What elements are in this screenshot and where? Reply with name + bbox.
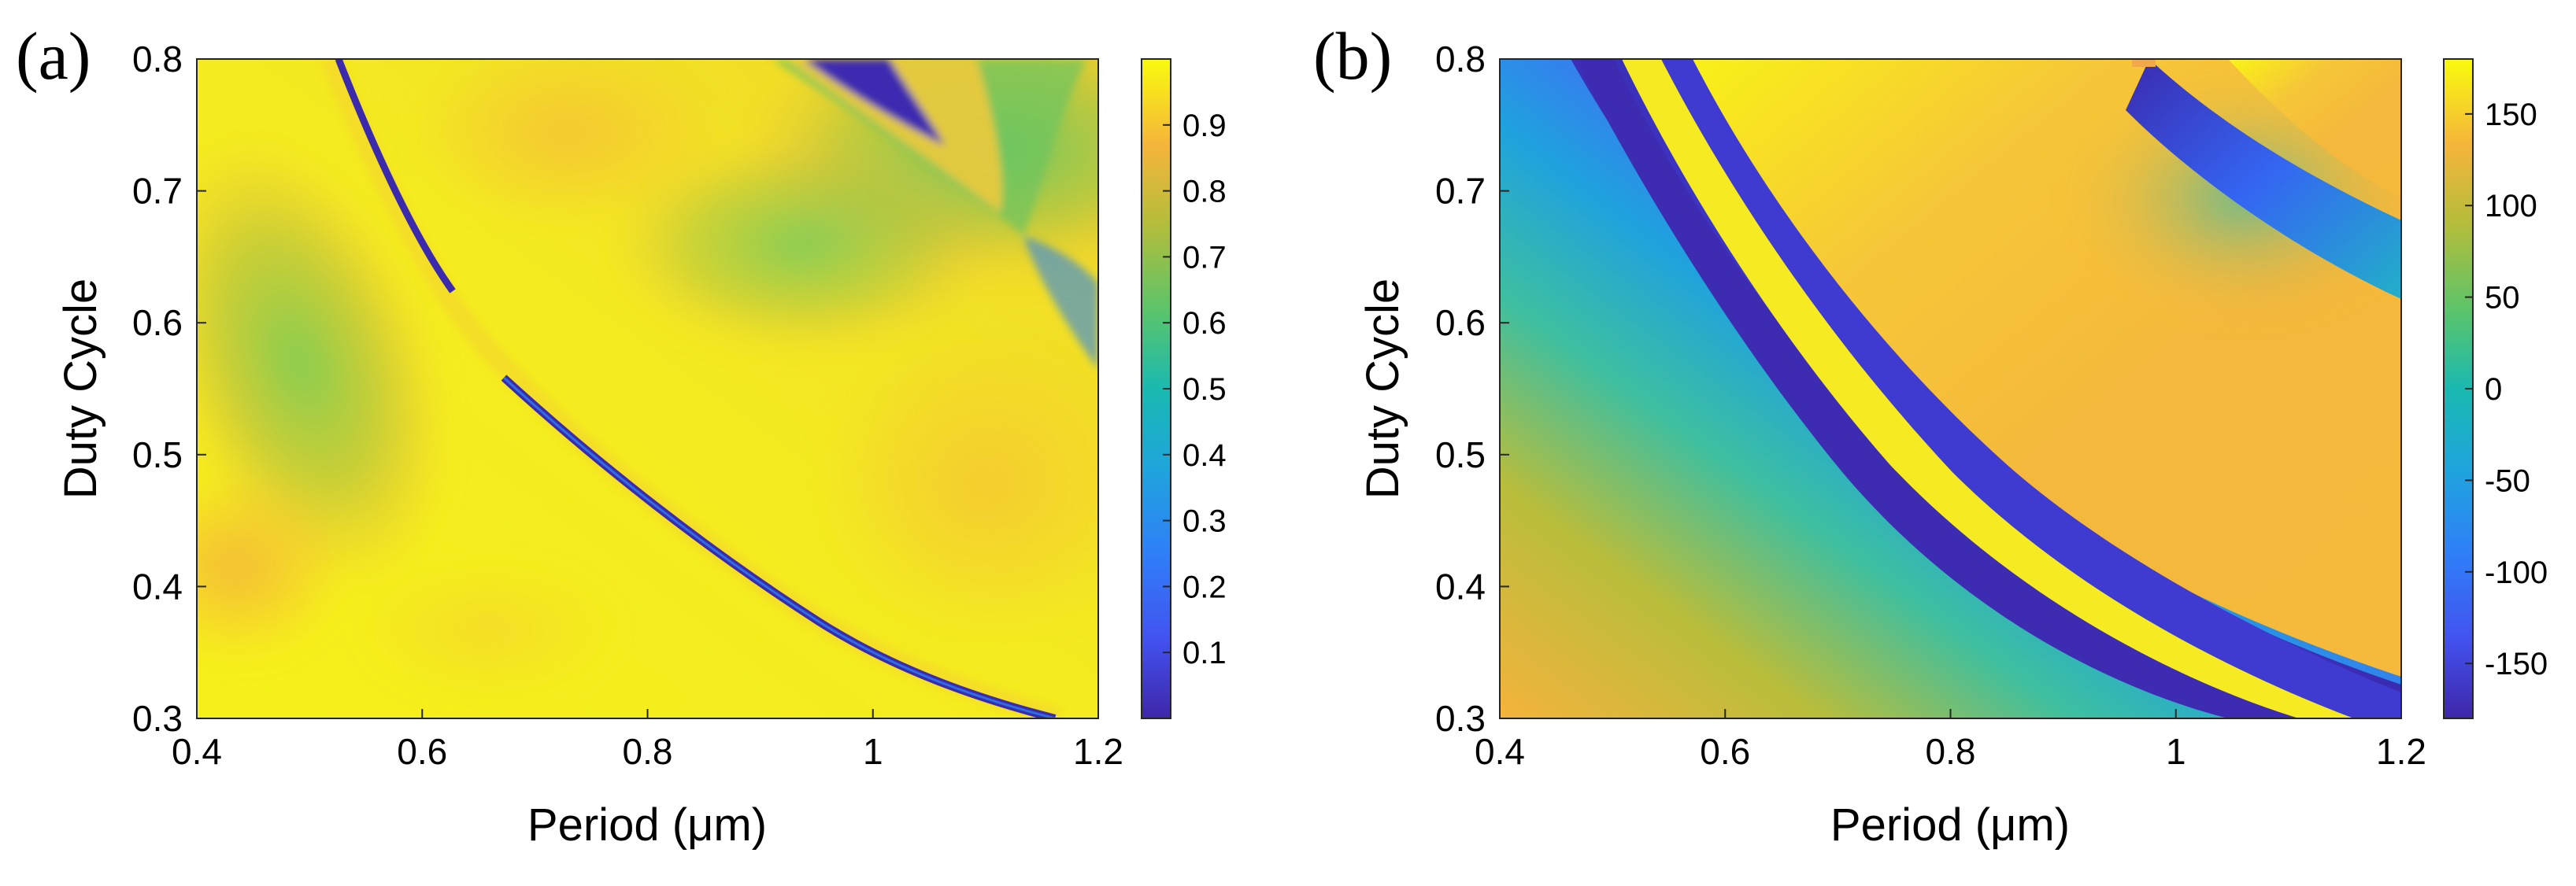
panel-b-label: (b) [1313, 18, 1392, 94]
panel-a-y-tick-label: 0.7 [132, 171, 183, 212]
panel-b-x-axis-label: Period (μm) [1830, 799, 2070, 851]
panel-a-y-axis-label: Duty Cycle [55, 279, 106, 499]
panel-a-x-tick-label: 0.6 [397, 731, 447, 772]
panel-a-x-tick-label: 0.8 [623, 731, 673, 772]
panel-a-colorbar-tick-label: 0.2 [1183, 570, 1227, 604]
panel-b-x-tick-label: 0.8 [1926, 731, 1976, 772]
panel-b-colorbar-tick-label: 100 [2485, 189, 2537, 223]
panel-b-y-tick-label: 0.5 [1435, 434, 1486, 475]
panel-a-colorbar-tick-label: 0.5 [1183, 372, 1227, 407]
panel-b-y-axis-label: Duty Cycle [1357, 279, 1408, 499]
panel-a-heatmap [197, 59, 1098, 718]
panel-a-colorbar-tick-label: 0.4 [1183, 438, 1227, 473]
panel-b-y-tick-label: 0.8 [1435, 39, 1486, 79]
panel-b-colorbar-tick-label: -50 [2485, 463, 2530, 498]
panel-b-x-tick-label: 0.6 [1700, 731, 1750, 772]
panel-a-colorbar-tick-label: 0.3 [1183, 504, 1227, 539]
panel-b-colorbar [2443, 58, 2474, 719]
panel-b-colorbar-tick-label: 150 [2485, 98, 2537, 132]
panel-a-colorbar-tick-label: 0.8 [1183, 175, 1227, 209]
panel-a-x-tick-label: 1 [863, 731, 883, 772]
panel-a-y-tick-label: 0.8 [132, 39, 183, 79]
panel-b-x-tick-label: 1 [2166, 731, 2186, 772]
panel-a-colorbar-tick-label: 0.7 [1183, 240, 1227, 275]
panel-a-colorbar-tick-label: 0.6 [1183, 306, 1227, 341]
panel-b-x-tick-label: 1.2 [2376, 731, 2426, 772]
panel-b-colorbar-tick-label: 50 [2485, 281, 2520, 316]
panel-a-x-axis-label: Period (μm) [527, 799, 767, 851]
panel-a-x-tick-label: 1.2 [1073, 731, 1123, 772]
panel-a: (a) [16, 18, 1227, 851]
panel-a-y-tick-label: 0.4 [132, 566, 183, 607]
panel-b-colorbar-tick-label: -150 [2485, 647, 2548, 681]
panel-a-y-tick-label: 0.6 [132, 302, 183, 343]
panel-b-y-tick-label: 0.7 [1435, 171, 1486, 212]
panel-a-label: (a) [16, 18, 91, 94]
panel-b-heatmap [1500, 59, 2401, 718]
panel-b-y-tick-label: 0.4 [1435, 566, 1486, 607]
panel-b-x-tick-label: 0.4 [1475, 731, 1525, 772]
panel-a-x-tick-label: 0.4 [172, 731, 222, 772]
panel-a-y-tick-label: 0.3 [132, 698, 183, 739]
panel-a-colorbar-ticks: 0.1 0.2 0.3 0.4 0.5 0.6 0.7 0.8 0.9 [1163, 109, 1227, 670]
panel-b-axes: 0.4 0.6 0.8 1 1.20.30.40.50.60.70.8 [1435, 39, 2426, 772]
panel-b-colorbar-tick-label: 0 [2485, 372, 2502, 407]
panel-a-y-tick-label: 0.5 [132, 434, 183, 475]
panel-b-colorbar-tick-label: -100 [2485, 556, 2548, 590]
panel-a-colorbar-tick-label: 0.1 [1183, 636, 1227, 670]
panel-b-colorbar-ticks: -150 -100 -50 0 50 100 150 [2465, 98, 2548, 681]
panel-a-colorbar-tick-label: 0.9 [1183, 109, 1227, 143]
panel-b-y-tick-label: 0.6 [1435, 302, 1486, 343]
panel-a-axes: 0.4 0.6 0.8 1 1.20.30.40.50.60.70.8 [132, 39, 1123, 772]
panel-b-y-tick-label: 0.3 [1435, 698, 1486, 739]
panel-b: (b) 0.4 0.6 0.8 1 1.20.30.40.50.60.70.8 Peri… [1313, 18, 2548, 851]
